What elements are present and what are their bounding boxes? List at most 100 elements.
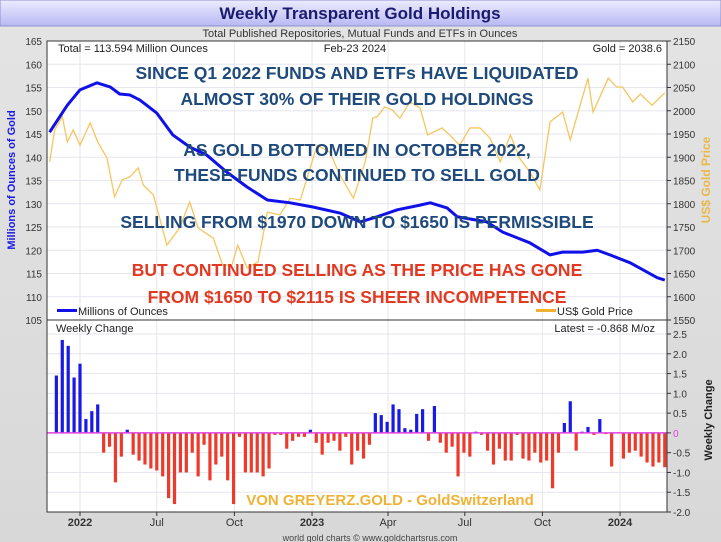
annotation-text: SINCE Q1 2022 FUNDS AND ETFs HAVE LIQUID… (135, 63, 578, 83)
weekly-change-bar (261, 432, 265, 477)
weekly-change-bar (633, 432, 637, 451)
legend-gold-swatch (536, 309, 556, 312)
x-tick-label: Apr (379, 517, 396, 529)
y-tick-right: 1850 (673, 177, 696, 188)
weekly-change-bar (60, 339, 64, 433)
weekly-change-bar (208, 432, 212, 481)
weekly-change-bar (196, 432, 200, 477)
y-tick-right: 1700 (673, 246, 696, 257)
y-tick-weekly: 0 (673, 429, 679, 440)
x-tick-label: Jul (150, 517, 164, 529)
weekly-change-bar (302, 432, 307, 437)
legend-holdings-swatch (57, 309, 77, 312)
weekly-change-bar (338, 432, 342, 451)
weekly-change-bar (273, 432, 277, 435)
weekly-change-bar (468, 432, 472, 457)
weekly-change-bar (102, 432, 106, 453)
weekly-change-bar (592, 432, 596, 435)
y-tick-right: 2000 (673, 107, 696, 118)
weekly-change-bar (444, 432, 448, 453)
y-tick-left: 150 (25, 107, 42, 118)
weekly-change-bar (249, 432, 253, 473)
x-tick-label: Jul (458, 517, 472, 529)
weekly-change-bar (539, 432, 543, 463)
weekly-change-bar (491, 432, 496, 465)
latest-change: Latest = -0.868 M/oz (554, 323, 655, 335)
weekly-change-bar (556, 432, 561, 453)
y-tick-right: 1600 (673, 293, 696, 304)
y-tick-weekly: 0.5 (673, 409, 687, 420)
weekly-change-bar (167, 432, 171, 499)
y-tick-left: 120 (25, 246, 42, 257)
weekly-change-bar (515, 432, 519, 435)
weekly-change-bar (78, 363, 82, 433)
weekly-change-bar (54, 375, 58, 433)
weekly-change-bar (131, 432, 135, 455)
weekly-change-bar (296, 432, 301, 437)
weekly-change-bar (155, 432, 159, 471)
weekly-change-bar (332, 432, 336, 441)
weekly-change-bar (373, 413, 377, 433)
weekly-change-bar (521, 432, 525, 459)
footer-credit: world gold charts © www.goldchartsrus.co… (282, 533, 458, 542)
info-gold: Gold = 2038.6 (593, 43, 662, 55)
weekly-change-bar (503, 432, 507, 461)
weekly-change-bar (267, 432, 271, 469)
y-tick-left: 110 (26, 293, 42, 304)
weekly-change-bar (545, 432, 549, 461)
y-tick-left: 130 (25, 200, 42, 211)
weekly-change-bar (119, 432, 123, 457)
weekly-change-bar (172, 432, 177, 505)
y-tick-right: 1750 (673, 223, 696, 234)
weekly-change-bar (137, 432, 141, 461)
weekly-change-bar (184, 432, 188, 473)
weekly-change-bar (291, 432, 295, 441)
y-tick-right: 1800 (673, 200, 696, 211)
y-tick-left: 115 (26, 270, 42, 281)
x-tick-label: Oct (534, 517, 551, 529)
y-tick-left: 145 (25, 130, 42, 141)
weekly-change-bar (409, 429, 413, 433)
info-total: Total = 113.594 Million Ounces (58, 43, 208, 55)
weekly-change-bar (379, 415, 383, 433)
weekly-change-bar (480, 432, 484, 435)
weekly-change-bar (361, 432, 366, 459)
weekly-change-bar (397, 409, 401, 433)
weekly-change-bar (125, 429, 129, 433)
weekly-change-bar (485, 432, 490, 451)
y-tick-weekly: 2.5 (673, 330, 687, 341)
y-tick-right: 2150 (673, 37, 696, 48)
y-axis-label-left: Millions of Ounces of Gold (6, 110, 18, 249)
y-tick-right: 1550 (673, 316, 696, 327)
y-tick-left: 140 (25, 153, 42, 164)
legend-gold: US$ Gold Price (557, 306, 633, 318)
y-axis-label-right: US$ Gold Price (699, 136, 713, 223)
y-tick-left: 155 (25, 84, 42, 95)
weekly-change-bar (456, 432, 460, 477)
weekly-change-bar (231, 432, 236, 505)
y-tick-left: 160 (25, 60, 42, 71)
annotation-text: AS GOLD BOTTOMED IN OCTOBER 2022, (183, 140, 530, 160)
weekly-change-bar (586, 426, 590, 433)
y-tick-weekly: 2.0 (673, 350, 687, 361)
weekly-change-bar (96, 404, 100, 433)
y-tick-left: 135 (25, 177, 42, 188)
weekly-change-bar (226, 432, 230, 481)
weekly-change-bar (314, 432, 318, 443)
weekly-change-bar (308, 429, 312, 433)
weekly-change-bar (326, 432, 330, 443)
watermark: VON GREYERZ.GOLD - GoldSwitzerland (246, 492, 534, 509)
weekly-change-bar (113, 432, 118, 483)
y-tick-weekly: -0.5 (673, 449, 691, 460)
weekly-change-bar (663, 432, 667, 468)
weekly-change-bar (285, 432, 289, 449)
weekly-change-bar (639, 432, 643, 457)
y-tick-weekly: -2.0 (673, 508, 691, 519)
weekly-change-bar (255, 432, 259, 473)
y-tick-right: 2100 (673, 60, 696, 71)
weekly-change-bar (66, 345, 70, 433)
y-tick-left: 125 (25, 223, 42, 234)
y-tick-right: 2050 (673, 84, 696, 95)
y-tick-left: 105 (25, 316, 42, 327)
